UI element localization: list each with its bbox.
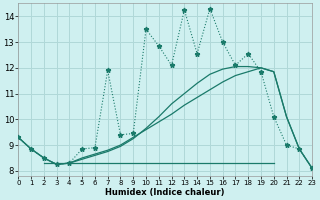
X-axis label: Humidex (Indice chaleur): Humidex (Indice chaleur) — [105, 188, 225, 197]
